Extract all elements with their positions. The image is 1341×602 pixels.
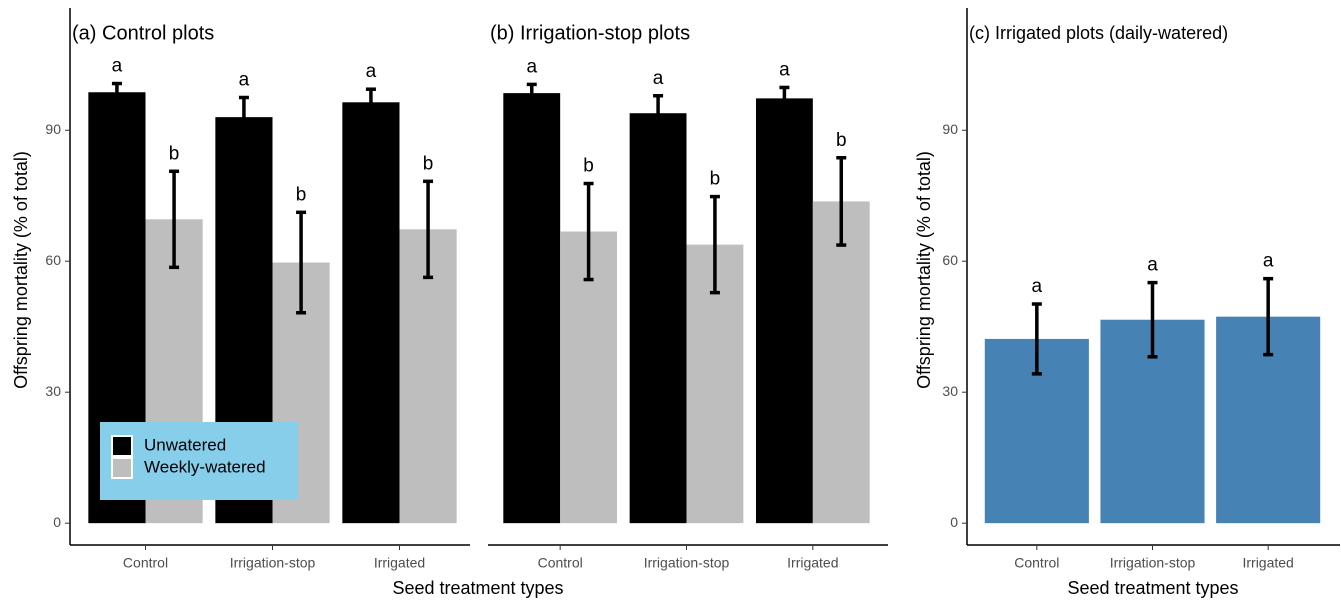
error-bar (296, 210, 307, 315)
error-bar (836, 155, 847, 247)
y-tick-label: 0 (950, 514, 958, 530)
error-bar (423, 179, 434, 280)
bar (812, 201, 870, 524)
significance-label: b (583, 156, 594, 177)
bar (755, 98, 813, 524)
bar (503, 93, 561, 524)
legend-key (111, 435, 133, 457)
significance-label: a (653, 68, 664, 89)
significance-label: a (112, 56, 123, 77)
significance-label: a (366, 61, 377, 82)
x-tick-label: Irrigated (374, 555, 425, 571)
y-tick-label: 30 (45, 383, 61, 399)
y-axis-label: Offspring mortality (% of total) (914, 151, 934, 389)
y-tick-label: 30 (942, 383, 958, 399)
y-tick-label: 90 (942, 121, 958, 137)
x-tick-label: Control (1014, 555, 1059, 571)
significance-label: a (1032, 276, 1043, 297)
significance-label: b (169, 143, 180, 164)
y-axis-label: Offspring mortality (% of total) (11, 151, 31, 389)
significance-label: b (423, 153, 434, 174)
x-axis-label: Seed treatment types (392, 578, 563, 598)
error-bar (111, 81, 122, 103)
error-bar (653, 94, 664, 133)
error-bar (1263, 276, 1274, 357)
y-tick-label: 0 (53, 514, 61, 530)
x-tick-label: Irrigation-stop (1110, 555, 1196, 571)
x-tick-label: Irrigation-stop (644, 555, 730, 571)
y-tick-label: 90 (45, 121, 61, 137)
x-tick-label: Control (538, 555, 583, 571)
significance-label: a (526, 56, 537, 77)
significance-label: b (296, 184, 307, 205)
x-tick-label: Irrigated (1242, 555, 1293, 571)
error-bar (583, 181, 594, 282)
error-bar (526, 82, 537, 104)
panel-title: (c) Irrigated plots (daily-watered) (969, 23, 1228, 43)
legend-label: Weekly-watered (144, 457, 266, 476)
bar (629, 113, 687, 524)
x-tick-label: Irrigation-stop (230, 555, 316, 571)
legend-label: Unwatered (144, 435, 226, 454)
x-tick-label: Irrigated (787, 555, 838, 571)
x-axis-label: Seed treatment types (1067, 578, 1238, 598)
bar (342, 102, 400, 524)
y-tick-label: 60 (45, 252, 61, 268)
x-tick-label: Control (123, 555, 168, 571)
significance-label: a (239, 70, 250, 91)
significance-label: b (836, 130, 847, 151)
error-bar (238, 95, 249, 139)
error-bar (169, 169, 180, 270)
significance-label: b (710, 169, 721, 190)
significance-label: a (1147, 255, 1158, 276)
error-bar (1147, 280, 1158, 359)
legend-key (111, 457, 133, 479)
significance-label: a (1263, 251, 1274, 272)
error-bar (365, 87, 376, 118)
panel-title: (a) Control plots (72, 22, 214, 44)
error-bar (709, 194, 720, 295)
significance-label: a (779, 59, 790, 80)
error-bar (779, 85, 790, 112)
error-bar (1031, 302, 1042, 376)
y-tick-label: 60 (942, 252, 958, 268)
panel-title: (b) Irrigation-stop plots (490, 22, 690, 44)
